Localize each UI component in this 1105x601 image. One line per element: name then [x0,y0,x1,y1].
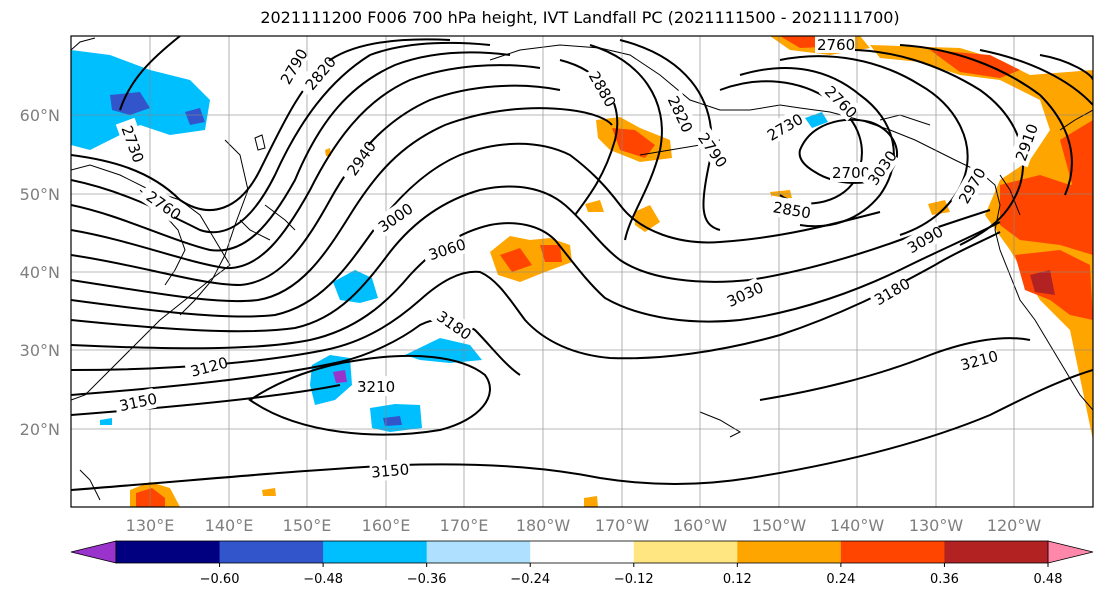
colorbar-tick-label: −0.48 [303,572,343,587]
colorbar-tick-label: −0.60 [200,572,240,587]
lat-label: 50°N [20,185,60,204]
lon-label: 130°W [909,516,964,535]
contour-labels: 2790 2820 2730 2760 2940 3000 3060 3180 … [113,36,1042,482]
map-title: 2021111200 F006 700 hPa height, IVT Land… [260,8,900,27]
map-area: 2790 2820 2730 2760 2940 3000 3060 3180 … [71,36,1093,507]
colorbar-tick-label: −0.36 [407,572,447,587]
colorbar-swatch [530,541,635,563]
lon-label: 170°E [440,516,489,535]
lon-label: 140°E [205,516,254,535]
colorbar-tick-label: 0.24 [826,572,855,587]
latitude-labels: 60°N 50°N 40°N 30°N 20°N [20,106,60,439]
height-contours [71,36,1093,491]
colorbar-extend-low [70,540,117,564]
contour-label: 2760 [817,36,855,54]
colorbar-tick-label: 0.48 [1034,572,1063,587]
lon-label: 130°E [126,516,175,535]
colorbar-tick-label: 0.12 [723,572,752,587]
colorbar: −0.60 −0.48 −0.36 −0.24 −0.12 0.12 0.24 0.36 0.4… [70,540,1094,587]
lat-label: 60°N [20,106,60,125]
colorbar-tick-label: −0.12 [614,572,654,587]
longitude-labels: 130°E 140°E 150°E 160°E 170°E 180°W 170°… [126,516,1042,535]
contour-label: 3210 [357,378,395,396]
colorbar-swatch [737,541,842,563]
colorbar-swatch [633,541,738,563]
lon-label: 160°E [362,516,411,535]
lon-label: 160°W [673,516,728,535]
lon-label: 140°W [830,516,885,535]
lat-label: 20°N [20,420,60,439]
lon-label: 170°W [595,516,650,535]
lon-label: 180°W [516,516,571,535]
map-border [70,35,1094,508]
ivt-positive-shading [130,36,1093,507]
colorbar-tick-label: −0.24 [510,572,550,587]
colorbar-swatch [323,541,428,563]
colorbar-swatch [944,541,1049,563]
lat-label: 40°N [20,263,60,282]
colorbar-swatch [426,541,531,563]
lat-label: 30°N [20,341,60,360]
lon-label: 150°W [752,516,807,535]
colorbar-swatch [840,541,945,563]
contour-label: 3150 [370,460,410,481]
lon-label: 150°E [283,516,332,535]
colorbar-swatch [116,541,221,563]
contour-label: 2700 [832,164,870,182]
colorbar-extend-high [1047,540,1094,564]
ivt-negative-shading [71,50,828,432]
colorbar-swatch [219,541,324,563]
colorbar-tick-label: 0.36 [930,572,959,587]
lon-label: 120°W [987,516,1042,535]
graticule [71,36,1093,507]
colorbar-frame [115,540,1049,564]
